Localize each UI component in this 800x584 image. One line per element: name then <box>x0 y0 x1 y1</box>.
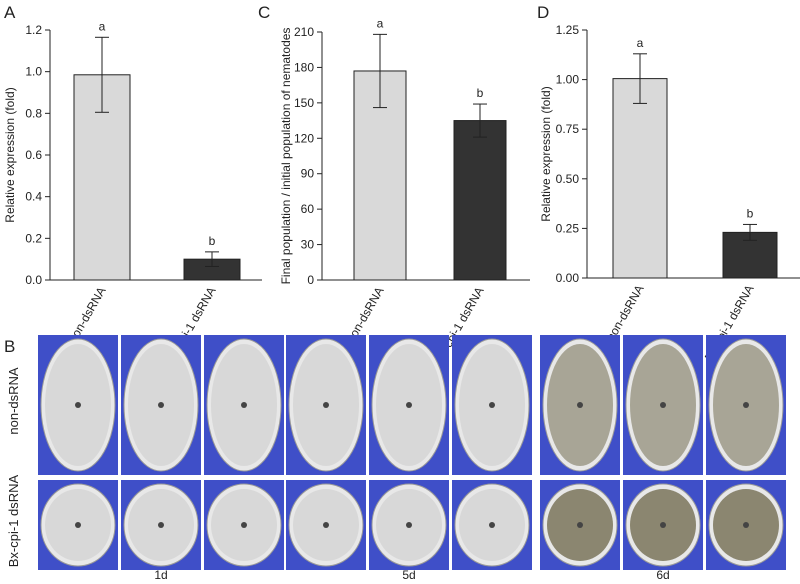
panel-label: B <box>4 337 15 356</box>
x-tick-label: non-dsRNA <box>603 283 646 344</box>
inoculum <box>743 402 749 408</box>
inoculum <box>241 402 247 408</box>
inoculum <box>660 522 666 528</box>
y-axis-label: Relative expression (fold) <box>539 86 553 221</box>
row-label: Bx-cpi-1 dsRNA <box>6 474 21 567</box>
inoculum <box>577 522 583 528</box>
inoculum <box>743 522 749 528</box>
inoculum <box>75 402 81 408</box>
inoculum <box>489 522 495 528</box>
inoculum <box>577 402 583 408</box>
column-label: 5d <box>402 568 415 582</box>
y-tick-label: 0.25 <box>556 221 580 235</box>
y-tick-label: 60 <box>301 202 315 216</box>
y-tick-label: 150 <box>294 96 314 110</box>
y-tick-label: 120 <box>294 131 314 145</box>
y-tick-label: 0.2 <box>25 231 42 245</box>
significance-letter: a <box>99 19 106 33</box>
error-bar <box>95 36 109 113</box>
inoculum <box>660 402 666 408</box>
y-tick-label: 1.00 <box>556 73 580 87</box>
significance-letter: a <box>377 16 384 30</box>
significance-letter: a <box>637 36 644 50</box>
inoculum <box>158 402 164 408</box>
inoculum <box>241 522 247 528</box>
column-label: 1d <box>154 568 167 582</box>
inoculum <box>75 522 81 528</box>
error-bar <box>373 33 387 109</box>
inoculum <box>406 402 412 408</box>
inoculum <box>406 522 412 528</box>
significance-letter: b <box>477 86 484 100</box>
inoculum <box>158 522 164 528</box>
bar <box>453 120 507 281</box>
y-tick-label: 0.4 <box>25 190 42 204</box>
panel-label: D <box>537 3 549 22</box>
y-tick-label: 1.2 <box>25 23 42 37</box>
error-bar <box>473 103 487 138</box>
y-tick-label: 0.0 <box>25 273 42 287</box>
y-axis-label: Final population / initial population of… <box>279 28 293 285</box>
inoculum <box>323 402 329 408</box>
panel-label: C <box>258 3 270 22</box>
significance-letter: b <box>209 234 216 248</box>
y-tick-label: 0.00 <box>556 271 580 285</box>
y-tick-label: 0.50 <box>556 172 580 186</box>
error-bar <box>205 251 219 267</box>
error-bar <box>743 223 757 241</box>
y-tick-label: 1.25 <box>556 23 580 37</box>
column-label: 6d <box>656 568 669 582</box>
y-tick-label: 30 <box>301 238 315 252</box>
y-tick-label: 210 <box>294 25 314 39</box>
bar <box>612 78 668 279</box>
inoculum <box>489 402 495 408</box>
panel-label: A <box>4 3 16 22</box>
error-bar <box>633 53 647 104</box>
y-axis-label: Relative expression (fold) <box>3 87 17 222</box>
y-tick-label: 0 <box>307 273 314 287</box>
y-tick-label: 0.8 <box>25 106 42 120</box>
significance-letter: b <box>747 206 754 220</box>
y-tick-label: 90 <box>301 167 315 181</box>
y-tick-label: 0.6 <box>25 148 42 162</box>
y-tick-label: 180 <box>294 60 314 74</box>
y-tick-label: 1.0 <box>25 65 42 79</box>
row-label: non-dsRNA <box>6 367 21 435</box>
y-tick-label: 0.75 <box>556 122 580 136</box>
inoculum <box>323 522 329 528</box>
